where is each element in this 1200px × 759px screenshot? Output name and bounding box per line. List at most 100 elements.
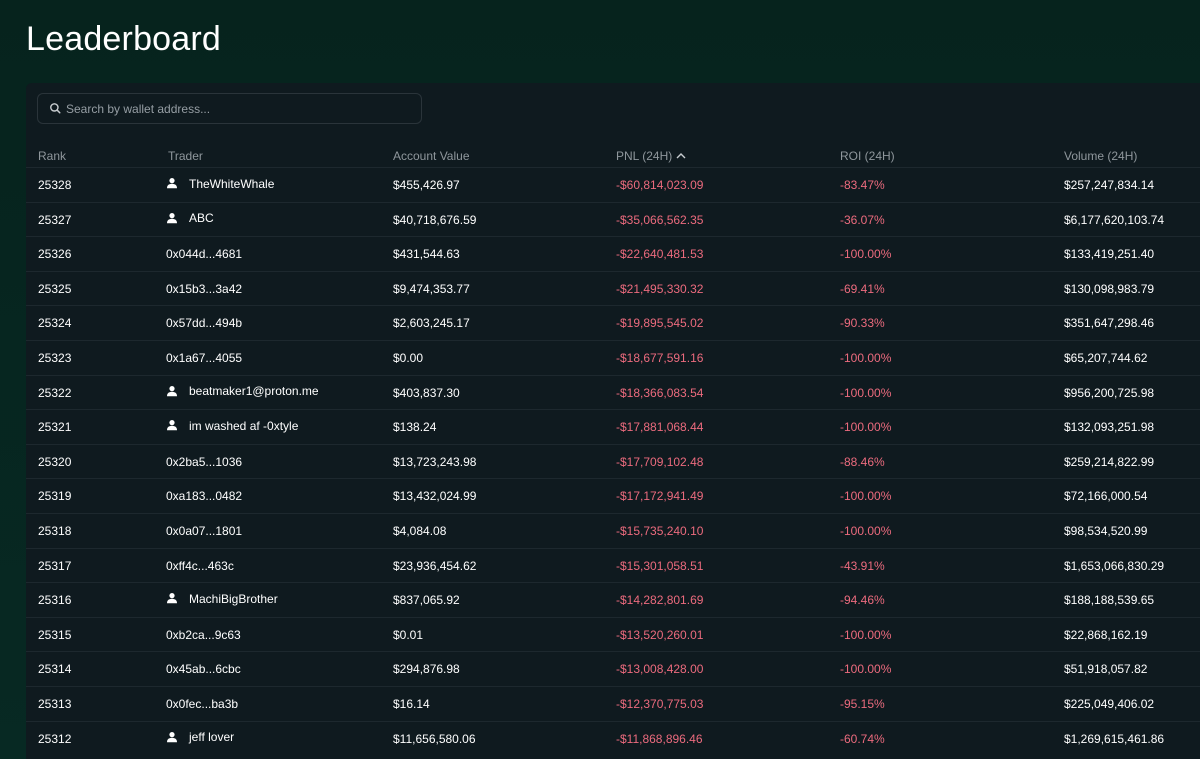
table-row[interactable]: 25326 0x044d...4681 $431,544.63 -$22,640,48… [26, 236, 1200, 271]
rank-cell: 25319 [38, 489, 72, 504]
pnl-cell: -$15,301,058.51 [616, 558, 704, 573]
volume-cell: $72,166,000.54 [1064, 489, 1148, 504]
rank-cell: 25323 [38, 350, 72, 365]
search-input[interactable] [66, 94, 406, 123]
table-row[interactable]: 25314 0x45ab...6cbc $294,876.98 -$13,008,42… [26, 651, 1200, 686]
table-row[interactable]: 25315 0xb2ca...9c63 $0.01 -$13,520,260.01 -1… [26, 616, 1200, 652]
trader-cell[interactable]: jeff lover [167, 730, 234, 747]
rank-cell: 25326 [38, 247, 72, 262]
roi-cell: -43.91% [840, 558, 885, 573]
page-title: Leaderboard [26, 20, 222, 58]
pnl-cell: -$18,366,083.54 [616, 385, 704, 400]
rank-cell: 25322 [38, 385, 72, 400]
table-row[interactable]: 25322 beatmaker1@proton.me $403,837.30 -$18… [26, 374, 1200, 410]
trader-name: MachiBigBrother [189, 591, 278, 606]
trader-address: 0xa183...0482 [166, 489, 243, 504]
roi-cell: -60.74% [840, 731, 885, 746]
search-box[interactable] [37, 93, 422, 124]
table-row[interactable]: 25328 TheWhiteWhale $455,426.97 -$60,814,02… [26, 167, 1200, 202]
table-row[interactable]: 25321 im washed af -0xtyle $138.24 -$17,881… [26, 409, 1200, 444]
volume-cell: $65,207,744.62 [1064, 350, 1148, 365]
trader-cell[interactable]: ABC [166, 211, 214, 228]
pnl-cell: -$12,370,775.03 [616, 696, 704, 711]
table-row[interactable]: 25316 MachiBigBrother $837,065.92 -$14,282,… [26, 582, 1200, 617]
account-value-cell: $9,474,353.77 [393, 281, 470, 296]
volume-cell: $22,868,162.19 [1064, 627, 1148, 642]
column-header-roi[interactable]: ROI (24H) [840, 149, 895, 163]
pnl-cell: -$21,495,330.32 [616, 281, 704, 296]
trader-cell[interactable]: 0xa183...0482 [166, 489, 244, 504]
trader-name: beatmaker1@proton.me [189, 384, 319, 399]
table-row[interactable]: 25325 0x15b3...3a42 $9,474,353.77 -$21,495,… [26, 270, 1200, 306]
roi-cell: -88.46% [840, 454, 885, 469]
trader-name: ABC [189, 211, 214, 226]
table-row[interactable]: 25324 0x57dd...494b $2,603,245.17 -$19,895,… [26, 305, 1200, 340]
rank-cell: 25320 [38, 454, 72, 469]
trader-cell[interactable]: 0x15b3...3a42 [166, 282, 244, 296]
rank-cell: 25315 [38, 627, 72, 642]
volume-cell: $98,534,520.99 [1064, 523, 1148, 538]
table-row[interactable]: 25317 0xff4c...463c $23,936,454.62 -$15,301… [26, 547, 1200, 583]
pnl-cell: -$35,066,562.35 [616, 212, 704, 227]
pnl-cell: -$17,881,068.44 [616, 420, 704, 435]
column-header-rank[interactable]: Rank [38, 149, 67, 163]
trader-cell[interactable]: TheWhiteWhale [167, 176, 275, 193]
trader-address: 0xff4c...463c [166, 558, 234, 573]
rank-cell: 25312 [38, 731, 72, 746]
column-header-account-value[interactable]: Account Value [393, 149, 470, 163]
volume-cell: $351,647,298.46 [1064, 316, 1155, 331]
column-header-volume[interactable]: Volume (24H) [1064, 149, 1138, 163]
trader-cell[interactable]: 0xb2ca...9c63 [166, 628, 243, 642]
trader-cell[interactable]: 0xff4c...463c [166, 558, 236, 573]
trader-address: 0x0fec...ba3b [166, 696, 239, 711]
table-row[interactable]: 25327 ABC $40,718,676.59 -$35,066,562.35 -36… [26, 201, 1200, 237]
search-icon [50, 103, 61, 114]
table-row[interactable]: 25318 0x0a07...1801 $4,084.08 -$15,735,240.… [26, 512, 1200, 548]
roi-cell: -90.33% [840, 316, 885, 331]
trader-address: 0x044d...4681 [166, 247, 243, 262]
account-value-cell: $11,656,580.06 [393, 731, 476, 746]
trader-cell[interactable]: 0x1a67...4055 [166, 350, 244, 365]
account-value-cell: $403,837.30 [393, 385, 460, 400]
trader-cell[interactable]: 0x0a07...1801 [166, 524, 244, 538]
column-header-pnl[interactable]: PNL (24H) [616, 149, 686, 163]
trader-cell[interactable]: MachiBigBrother [166, 591, 278, 608]
rank-cell: 25316 [38, 593, 72, 608]
trader-cell[interactable]: im washed af -0xtyle [167, 419, 298, 435]
table-row[interactable]: 25319 0xa183...0482 $13,432,024.99 -$17,172… [26, 478, 1200, 513]
chevron-up-icon [676, 152, 686, 159]
table-row[interactable]: 25320 0x2ba5...1036 $13,723,243.98 -$17,709… [26, 443, 1200, 479]
trader-address: 0x1a67...4055 [166, 350, 243, 365]
trader-cell[interactable]: 0x45ab...6cbc [166, 662, 243, 676]
trader-cell[interactable]: 0x2ba5...1036 [166, 455, 244, 469]
trader-cell[interactable]: 0x044d...4681 [166, 247, 244, 262]
account-value-cell: $13,432,024.99 [393, 489, 477, 504]
column-header-trader[interactable]: Trader [168, 149, 203, 163]
volume-cell: $1,653,066,830.29 [1064, 558, 1165, 573]
account-value-cell: $0.00 [393, 350, 424, 365]
trader-name: TheWhiteWhale [189, 176, 275, 191]
user-icon [166, 592, 178, 604]
account-value-cell: $23,936,454.62 [393, 558, 477, 573]
roi-cell: -83.47% [840, 178, 885, 192]
pnl-cell: -$18,677,591.16 [616, 350, 704, 365]
leaderboard-panel: Rank Trader Account Value PNL (24H) ROI … [26, 83, 1200, 759]
table-row[interactable]: 25323 0x1a67...4055 $0.00 -$18,677,591.16 -1… [26, 339, 1200, 375]
rank-cell: 25325 [38, 281, 72, 296]
table-row[interactable]: 25313 0x0fec...ba3b $16.14 -$12,370,775.03 -… [26, 685, 1200, 721]
user-icon [166, 212, 178, 224]
pnl-cell: -$60,814,023.09 [616, 178, 704, 192]
account-value-cell: $455,426.97 [393, 178, 460, 192]
trader-cell[interactable]: beatmaker1@proton.me [167, 384, 319, 401]
pnl-cell: -$13,008,428.00 [616, 662, 704, 677]
roi-cell: -69.41% [840, 281, 885, 296]
rank-cell: 25324 [38, 316, 72, 331]
trader-cell[interactable]: 0x57dd...494b [166, 316, 244, 330]
roi-cell: -100.00% [840, 627, 892, 642]
column-header-pnl-label: PNL (24H) [616, 149, 673, 163]
trader-cell[interactable]: 0x0fec...ba3b [166, 696, 240, 711]
pnl-cell: -$19,895,545.02 [616, 316, 704, 331]
table-row[interactable]: 25312 jeff lover $11,656,580.06 -$11,868,89… [26, 720, 1200, 756]
pnl-cell: -$11,868,896.46 [616, 731, 703, 746]
